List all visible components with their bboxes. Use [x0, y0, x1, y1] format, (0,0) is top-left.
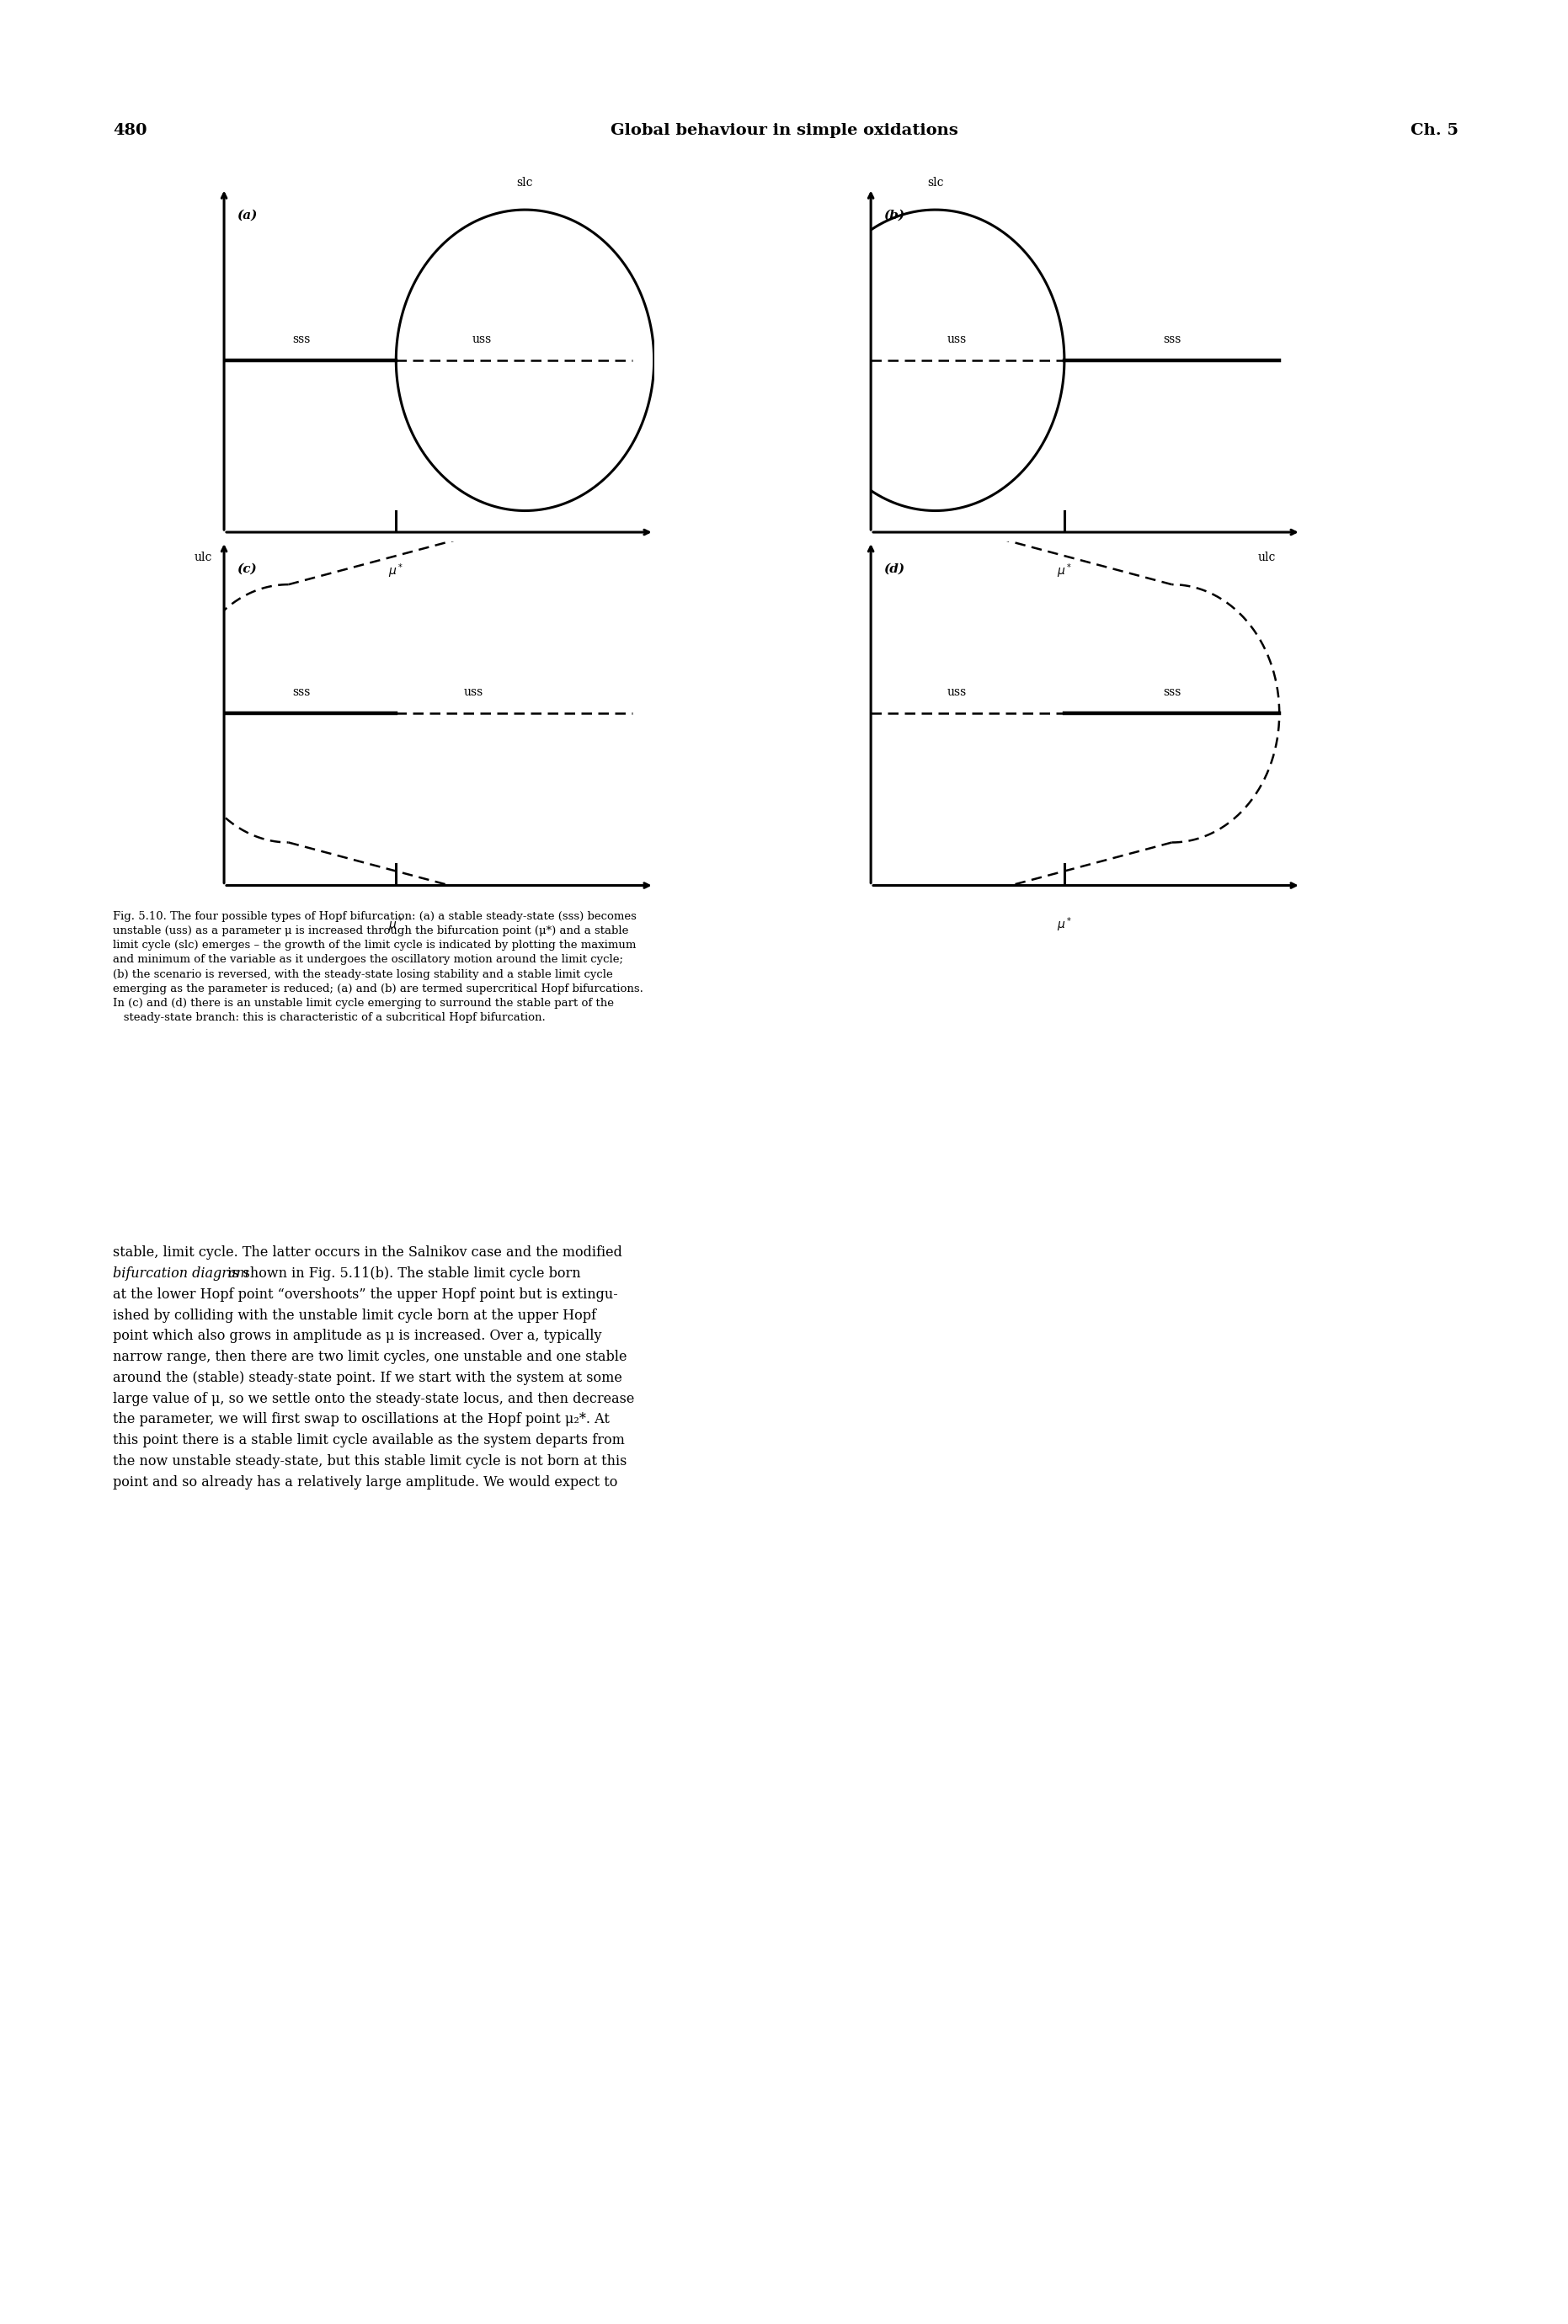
Text: uss: uss [472, 332, 492, 346]
Text: $\mu^*$: $\mu^*$ [389, 562, 403, 581]
Text: unstable (uss) as a parameter μ is increased through the bifurcation point (μ*) : unstable (uss) as a parameter μ is incre… [113, 925, 629, 937]
Text: (b): (b) [884, 209, 905, 221]
Text: large value of μ, so we settle onto the steady-state locus, and then decrease: large value of μ, so we settle onto the … [113, 1392, 635, 1406]
Text: ulc: ulc [1258, 551, 1276, 562]
Text: slc: slc [927, 177, 944, 188]
Text: is shown in Fig. 5.11(b). The stable limit cycle born: is shown in Fig. 5.11(b). The stable lim… [223, 1267, 580, 1281]
Text: the now unstable steady-state, but this stable limit cycle is not born at this: the now unstable steady-state, but this … [113, 1455, 627, 1469]
Text: Global behaviour in simple oxidations: Global behaviour in simple oxidations [610, 123, 958, 137]
Text: Fig. 5.10. The four possible types of Hopf bifurcation: (a) a stable steady-stat: Fig. 5.10. The four possible types of Ho… [113, 911, 637, 923]
Text: steady-state branch: this is characteristic of a subcritical Hopf bifurcation.: steady-state branch: this is characteris… [113, 1013, 546, 1023]
Text: stable, limit cycle. The latter occurs in the Salnikov case and the modified: stable, limit cycle. The latter occurs i… [113, 1246, 622, 1260]
Text: $\mu^*$: $\mu^*$ [1057, 562, 1073, 581]
Text: In (c) and (d) there is an unstable limit cycle emerging to surround the stable : In (c) and (d) there is an unstable limi… [113, 997, 615, 1009]
Text: point and so already has a relatively large amplitude. We would expect to: point and so already has a relatively la… [113, 1476, 618, 1490]
Text: ulc: ulc [194, 551, 212, 562]
Text: (a): (a) [237, 209, 257, 221]
Text: emerging as the parameter is reduced; (a) and (b) are termed supercritical Hopf : emerging as the parameter is reduced; (a… [113, 983, 643, 995]
Text: 480: 480 [113, 123, 147, 137]
Text: and minimum of the variable as it undergoes the oscillatory motion around the li: and minimum of the variable as it underg… [113, 955, 622, 964]
Text: slc: slc [517, 177, 533, 188]
Text: at the lower Hopf point “overshoots” the upper Hopf point but is extingu-: at the lower Hopf point “overshoots” the… [113, 1287, 618, 1301]
Text: ished by colliding with the unstable limit cycle born at the upper Hopf: ished by colliding with the unstable lim… [113, 1308, 596, 1322]
Text: uss: uss [947, 686, 966, 700]
Text: sss: sss [1163, 686, 1181, 700]
Text: narrow range, then there are two limit cycles, one unstable and one stable: narrow range, then there are two limit c… [113, 1350, 627, 1364]
Text: $\mu^*$: $\mu^*$ [389, 916, 403, 934]
Text: (d): (d) [884, 562, 905, 574]
Text: uss: uss [464, 686, 483, 700]
Text: this point there is a stable limit cycle available as the system departs from: this point there is a stable limit cycle… [113, 1434, 624, 1448]
Text: $\mu^*$: $\mu^*$ [1057, 916, 1073, 934]
Text: limit cycle (slc) emerges – the growth of the limit cycle is indicated by plotti: limit cycle (slc) emerges – the growth o… [113, 939, 637, 951]
Text: uss: uss [947, 332, 966, 346]
Text: sss: sss [293, 332, 310, 346]
Text: around the (stable) steady-state point. If we start with the system at some: around the (stable) steady-state point. … [113, 1371, 622, 1385]
Text: sss: sss [293, 686, 310, 700]
Text: (c): (c) [237, 562, 257, 574]
Text: Ch. 5: Ch. 5 [1410, 123, 1458, 137]
Text: point which also grows in amplitude as μ is increased. Over a, typically: point which also grows in amplitude as μ… [113, 1329, 602, 1343]
Text: the parameter, we will first swap to oscillations at the Hopf point μ₂*. At: the parameter, we will first swap to osc… [113, 1413, 610, 1427]
Text: bifurcation diagram: bifurcation diagram [113, 1267, 249, 1281]
Text: sss: sss [1163, 332, 1181, 346]
Text: (b) the scenario is reversed, with the steady-state losing stability and a stabl: (b) the scenario is reversed, with the s… [113, 969, 613, 981]
